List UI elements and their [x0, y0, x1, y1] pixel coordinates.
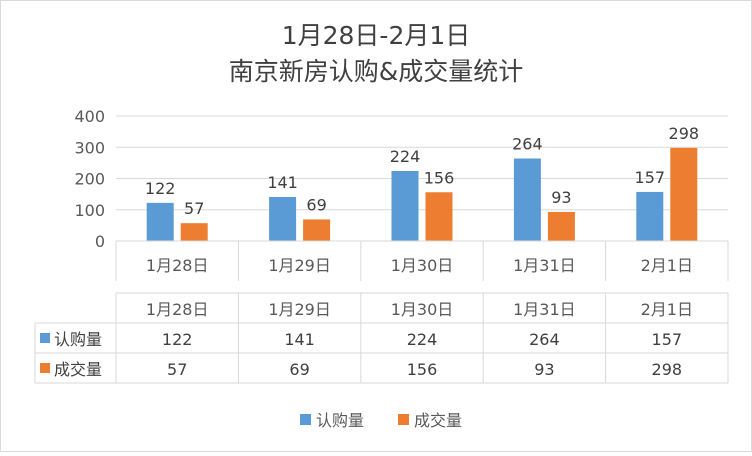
table-header-cell: 2月1日	[641, 300, 693, 319]
table-legend-key	[40, 333, 50, 343]
bar	[303, 219, 331, 241]
bar	[513, 158, 541, 241]
table-cell: 298	[652, 360, 683, 379]
y-tick-label: 200	[74, 170, 105, 189]
bar	[636, 191, 664, 241]
table-header-cell: 1月31日	[513, 300, 576, 319]
legend-label: 认购量	[316, 411, 364, 430]
table-cell: 122	[162, 330, 193, 349]
bar	[670, 147, 698, 241]
x-tick-label: 1月29日	[268, 256, 331, 275]
table-header-cell: 1月28日	[146, 300, 209, 319]
x-tick-label: 1月30日	[391, 256, 454, 275]
bar	[547, 211, 575, 241]
table-cell: 57	[167, 360, 187, 379]
data-label: 69	[306, 195, 326, 214]
bar	[391, 171, 419, 241]
data-label: 157	[635, 168, 666, 187]
y-tick-label: 0	[95, 232, 105, 251]
x-tick-label: 1月28日	[146, 256, 209, 275]
legend: 认购量 成交量	[300, 411, 462, 430]
legend-swatch	[398, 414, 409, 425]
x-tick-label: 2月1日	[641, 256, 693, 275]
data-label: 298	[669, 124, 700, 143]
table-header-cell: 1月30日	[391, 300, 454, 319]
data-label: 93	[551, 188, 571, 207]
y-axis: 0 100 200 300 400	[74, 107, 105, 251]
x-axis: 1月28日 1月29日 1月30日 1月31日 2月1日	[115, 240, 729, 281]
table-cell: 93	[534, 360, 554, 379]
table-cell: 264	[529, 330, 560, 349]
bar	[180, 223, 208, 241]
chart-title-line-1: 1月28日-2月1日	[282, 21, 471, 50]
bar	[425, 192, 453, 241]
bars: 122 141 224 264 157 57 69 156 93 298	[145, 124, 699, 241]
table-cell: 69	[289, 360, 309, 379]
table-header-cell: 1月29日	[268, 300, 331, 319]
data-label: 224	[390, 147, 421, 166]
legend-label: 成交量	[414, 411, 462, 430]
table-row-label: 认购量	[54, 330, 102, 349]
data-label: 156	[424, 168, 455, 187]
bar	[146, 202, 174, 241]
data-label: 141	[267, 173, 298, 192]
table-cell: 141	[284, 330, 315, 349]
table-cell: 157	[652, 330, 683, 349]
table-cell: 224	[407, 330, 438, 349]
data-label: 122	[145, 179, 176, 198]
y-tick-label: 300	[74, 138, 105, 157]
gridlines	[116, 115, 728, 211]
data-label: 264	[512, 135, 543, 154]
table-row-label: 成交量	[54, 360, 102, 379]
data-label: 57	[184, 199, 204, 218]
table-legend-key	[40, 363, 50, 373]
chart-title-line-2: 南京新房认购&成交量统计	[229, 57, 524, 86]
y-tick-label: 100	[74, 201, 105, 220]
x-tick-label: 1月31日	[513, 256, 576, 275]
table-cell: 156	[407, 360, 438, 379]
legend-swatch	[300, 414, 311, 425]
bar	[269, 196, 297, 241]
y-tick-label: 400	[74, 107, 105, 126]
